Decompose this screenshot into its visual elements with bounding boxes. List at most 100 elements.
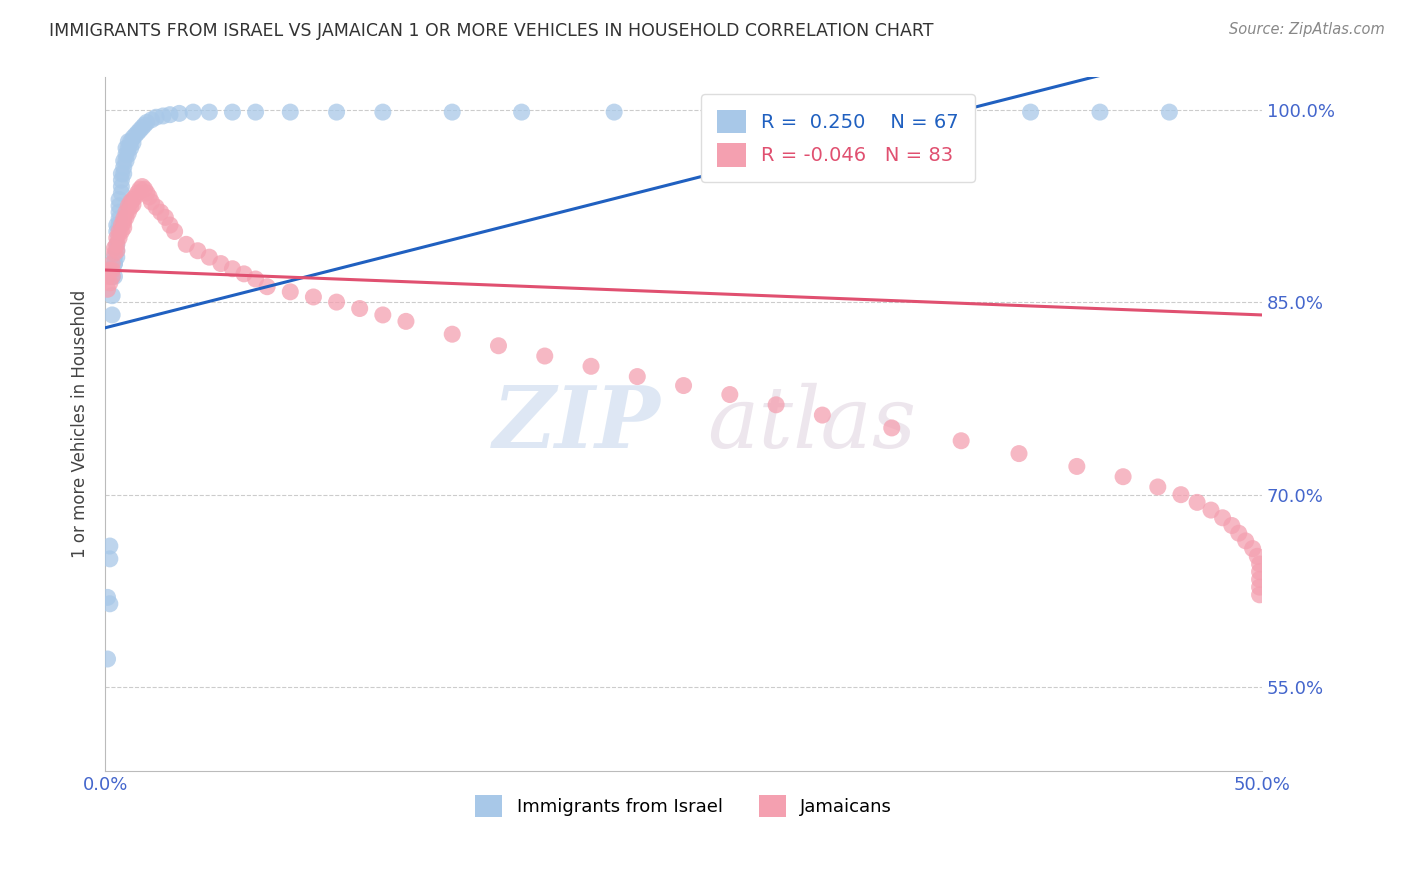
Point: [101, 288, 124, 302]
Point: [1246, 549, 1268, 564]
Point: [112, 211, 135, 226]
Point: [112, 161, 135, 175]
Point: [510, 105, 533, 120]
Point: [198, 250, 221, 264]
Point: [117, 141, 139, 155]
Point: [105, 231, 128, 245]
Point: [103, 257, 125, 271]
Point: [1008, 447, 1031, 461]
Point: [108, 199, 131, 213]
Point: [181, 105, 204, 120]
Point: [117, 135, 139, 149]
Point: [115, 205, 138, 219]
Point: [96, 269, 118, 284]
Point: [134, 118, 156, 132]
Point: [159, 108, 181, 122]
Point: [105, 237, 128, 252]
Point: [1241, 541, 1264, 556]
Point: [122, 197, 145, 211]
Point: [108, 231, 131, 245]
Point: [105, 218, 128, 232]
Y-axis label: 1 or more Vehicles in Household: 1 or more Vehicles in Household: [72, 290, 89, 558]
Point: [103, 250, 125, 264]
Point: [120, 194, 142, 209]
Point: [134, 182, 156, 196]
Point: [110, 173, 132, 187]
Point: [256, 279, 278, 293]
Point: [122, 193, 145, 207]
Point: [120, 200, 142, 214]
Point: [98, 552, 121, 566]
Point: [105, 244, 128, 258]
Point: [1227, 526, 1250, 541]
Point: [1249, 573, 1271, 587]
Point: [115, 141, 138, 155]
Point: [103, 257, 125, 271]
Point: [110, 218, 132, 232]
Point: [1019, 105, 1042, 120]
Point: [371, 308, 394, 322]
Point: [135, 186, 157, 200]
Point: [1212, 510, 1234, 524]
Point: [441, 327, 464, 342]
Point: [98, 539, 121, 553]
Point: [371, 105, 394, 120]
Point: [101, 263, 124, 277]
Point: [122, 130, 145, 145]
Text: ZIP: ZIP: [492, 383, 661, 466]
Point: [115, 147, 138, 161]
Point: [221, 105, 243, 120]
Text: Source: ZipAtlas.com: Source: ZipAtlas.com: [1229, 22, 1385, 37]
Point: [117, 205, 139, 219]
Point: [105, 244, 128, 258]
Point: [174, 237, 197, 252]
Point: [135, 115, 157, 129]
Point: [103, 241, 125, 255]
Point: [112, 153, 135, 168]
Point: [127, 186, 149, 200]
Point: [124, 190, 146, 204]
Point: [117, 147, 139, 161]
Point: [672, 378, 695, 392]
Point: [108, 211, 131, 226]
Point: [1066, 459, 1088, 474]
Legend: Immigrants from Israel, Jamaicans: Immigrants from Israel, Jamaicans: [468, 788, 900, 824]
Point: [278, 105, 301, 120]
Point: [950, 434, 973, 448]
Point: [101, 308, 124, 322]
Point: [117, 199, 139, 213]
Point: [1199, 503, 1222, 517]
Point: [127, 126, 149, 140]
Point: [221, 261, 243, 276]
Point: [108, 218, 131, 232]
Point: [245, 272, 267, 286]
Point: [302, 290, 325, 304]
Point: [233, 267, 256, 281]
Point: [880, 421, 903, 435]
Text: atlas: atlas: [707, 383, 915, 466]
Point: [141, 112, 163, 127]
Point: [110, 167, 132, 181]
Point: [103, 269, 125, 284]
Point: [96, 591, 118, 605]
Point: [98, 263, 121, 277]
Point: [98, 276, 121, 290]
Point: [101, 269, 124, 284]
Point: [149, 205, 172, 219]
Point: [488, 339, 510, 353]
Point: [579, 359, 602, 374]
Point: [129, 123, 152, 137]
Point: [101, 257, 124, 271]
Point: [395, 314, 418, 328]
Point: [105, 250, 128, 264]
Point: [101, 269, 124, 284]
Point: [105, 237, 128, 252]
Point: [1088, 105, 1111, 120]
Point: [108, 193, 131, 207]
Point: [533, 349, 555, 363]
Point: [441, 105, 464, 120]
Point: [159, 218, 181, 232]
Point: [1234, 533, 1257, 548]
Point: [96, 282, 118, 296]
Point: [145, 110, 167, 124]
